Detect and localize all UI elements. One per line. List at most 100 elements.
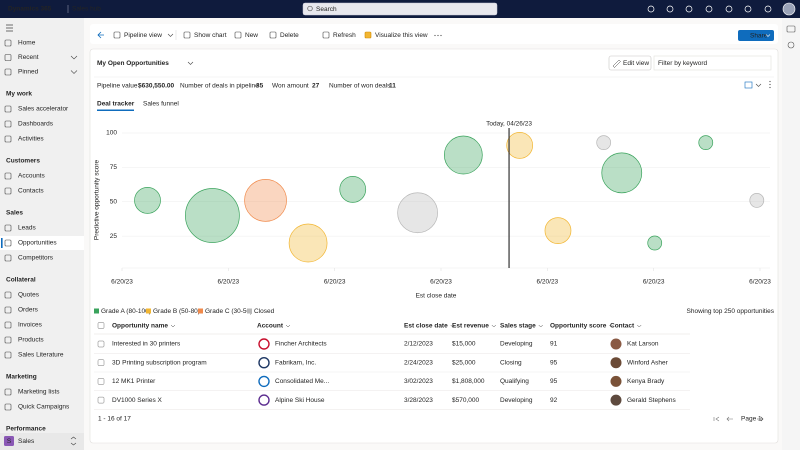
area-name[interactable]: Sales hub [72, 6, 101, 13]
top-icon[interactable] [666, 5, 674, 13]
nav-item[interactable]: Leads [18, 225, 36, 232]
bubble[interactable] [506, 132, 534, 159]
prev-page[interactable] [726, 416, 733, 422]
chevron[interactable] [187, 61, 194, 65]
nav-item[interactable]: Quotes [18, 292, 40, 299]
more-dot[interactable] [434, 34, 436, 37]
opportunity-link[interactable]: 12 MK1 Printer [112, 378, 156, 385]
bubble[interactable] [596, 135, 612, 150]
table-cell[interactable]: Alpine Ski House [275, 397, 325, 404]
column-header[interactable]: Sales stage [500, 323, 536, 330]
checkbox[interactable] [97, 322, 105, 329]
table-cell[interactable]: Gerald Stephens [627, 397, 677, 404]
x-tick-label: 6/20/23 [643, 279, 665, 286]
nav-item[interactable]: Opportunities [18, 240, 57, 247]
nav-item[interactable]: Sales accelerator [18, 106, 69, 113]
legend-label[interactable]: Grade A (80-100) [101, 308, 151, 315]
legend-label[interactable]: Grade B (50-80) [153, 308, 200, 315]
bubble[interactable] [288, 223, 328, 263]
checkbox[interactable] [97, 378, 105, 385]
nav-item[interactable]: Marketing lists [18, 389, 60, 396]
opportunity-link[interactable]: DV1000 Series X [112, 397, 163, 404]
nav-item[interactable]: Dashboards [18, 121, 54, 128]
opportunity-link[interactable]: 3D Printing subscription program [112, 359, 207, 366]
top-icon[interactable] [764, 5, 772, 13]
nav-item[interactable]: Competitors [18, 255, 54, 262]
edit-view-button[interactable] [608, 55, 652, 71]
bubble[interactable] [544, 217, 572, 244]
top-icon[interactable] [744, 5, 752, 13]
bubble[interactable] [185, 188, 240, 243]
table-cell[interactable]: Consolidated Me... [275, 378, 329, 385]
command-button[interactable]: New [245, 32, 258, 39]
top-icon[interactable] [705, 5, 713, 13]
filter-input[interactable] [653, 55, 772, 71]
bubble[interactable] [647, 235, 663, 251]
more-dot[interactable] [440, 34, 442, 37]
first-page[interactable] [713, 416, 720, 422]
tab[interactable]: Deal tracker [97, 101, 135, 108]
column-header[interactable]: Opportunity score [550, 323, 607, 330]
table-cell[interactable]: Kenya Brady [627, 378, 665, 385]
column-header[interactable]: Contact [610, 323, 635, 330]
bubble[interactable] [698, 135, 714, 150]
share-button-bg[interactable] [738, 30, 774, 41]
bubble[interactable] [397, 192, 438, 234]
top-icon[interactable] [725, 5, 733, 13]
command-button[interactable]: Visualize this view [375, 32, 428, 39]
nav-item[interactable]: Contacts [18, 188, 44, 195]
bubble[interactable] [244, 179, 287, 222]
command-button[interactable]: Delete [280, 32, 299, 39]
table-cell[interactable]: Fabrikam, Inc. [275, 359, 316, 366]
column-header[interactable]: Est revenue [452, 323, 489, 330]
back-arrow[interactable] [97, 31, 104, 39]
command-button[interactable]: Pipeline view [124, 32, 162, 39]
x-axis-title: Est close date [416, 293, 457, 300]
nav-item[interactable]: Pinned [18, 69, 39, 76]
table-cell[interactable]: Kat Larson [627, 341, 659, 348]
next-page[interactable] [757, 416, 764, 422]
column-header[interactable]: Opportunity name [112, 323, 168, 330]
app-name[interactable]: Dynamics 365 [8, 6, 52, 13]
nav-icon [4, 68, 12, 76]
view-switch-icon[interactable] [744, 81, 753, 89]
table-cell[interactable]: Winford Asher [627, 359, 669, 366]
checkbox[interactable] [97, 359, 105, 366]
legend-label[interactable]: Grade C (30-50) [205, 308, 252, 315]
x-tick-label: 6/20/23 [111, 279, 133, 286]
user-avatar[interactable] [782, 2, 796, 16]
nav-item[interactable]: Sales Literature [18, 352, 64, 359]
nav-item[interactable]: Home [18, 40, 36, 47]
command-button[interactable]: Show chart [194, 32, 227, 39]
nav-item[interactable]: Quick Campaigns [18, 404, 70, 411]
bubble[interactable] [749, 193, 765, 208]
legend-label[interactable]: Closed [254, 308, 275, 315]
nav-item[interactable]: Orders [18, 307, 39, 314]
bubble[interactable] [134, 187, 161, 214]
column-header[interactable]: Est close date [404, 323, 448, 330]
bubble[interactable] [601, 152, 643, 194]
more-dot[interactable] [437, 34, 439, 37]
command-button[interactable]: Refresh [333, 32, 356, 39]
area-switcher[interactable] [0, 433, 84, 450]
opportunity-link[interactable]: Interested in 30 printers [112, 341, 181, 348]
bubble[interactable] [339, 176, 367, 203]
tab[interactable]: Sales funnel [143, 101, 179, 108]
rail-icon[interactable] [787, 41, 795, 49]
nav-item[interactable]: Accounts [18, 173, 45, 180]
nav-item[interactable]: Products [18, 337, 44, 344]
top-icon[interactable] [647, 5, 655, 13]
checkbox[interactable] [97, 340, 105, 348]
bubble[interactable] [443, 135, 483, 175]
rail-icon[interactable] [786, 25, 796, 33]
search-placeholder[interactable]: Search [316, 6, 337, 13]
nav-item[interactable]: Recent [18, 54, 39, 61]
search-box[interactable] [302, 2, 498, 16]
table-cell[interactable]: Fincher Architects [275, 341, 327, 348]
chevron [70, 55, 78, 60]
checkbox[interactable] [97, 396, 105, 404]
nav-item[interactable]: Activities [18, 136, 44, 143]
nav-item[interactable]: Invoices [18, 322, 43, 329]
column-header[interactable]: Account [257, 323, 284, 330]
top-icon[interactable] [685, 5, 693, 13]
